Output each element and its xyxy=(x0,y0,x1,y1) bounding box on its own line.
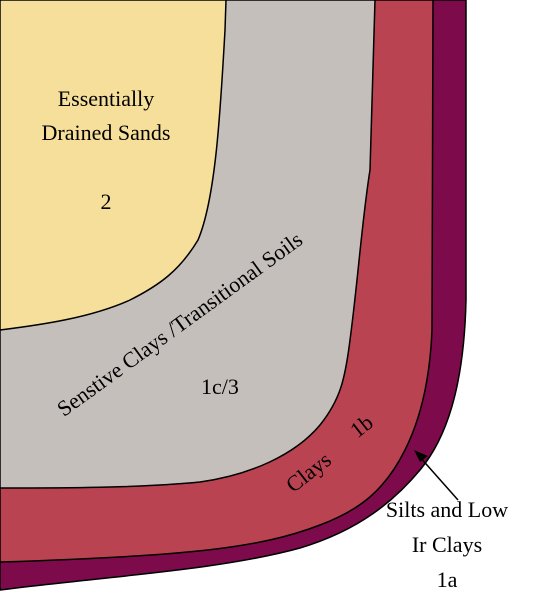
zone-2-label-line2: Drained Sands xyxy=(42,120,171,145)
zone-2-code: 2 xyxy=(101,189,112,214)
zone-1a-label-line2: Ir Clays xyxy=(412,532,482,557)
zone-1a-code: 1a xyxy=(437,567,458,592)
zone-2-region xyxy=(0,0,227,331)
zone-1a-label-line1: Silts and Low xyxy=(386,497,508,522)
zone-1c3-code: 1c/3 xyxy=(201,374,239,399)
zone-1a-pointer-arrow xyxy=(414,450,459,501)
zone-2-label-line1: Essentially xyxy=(58,86,155,111)
